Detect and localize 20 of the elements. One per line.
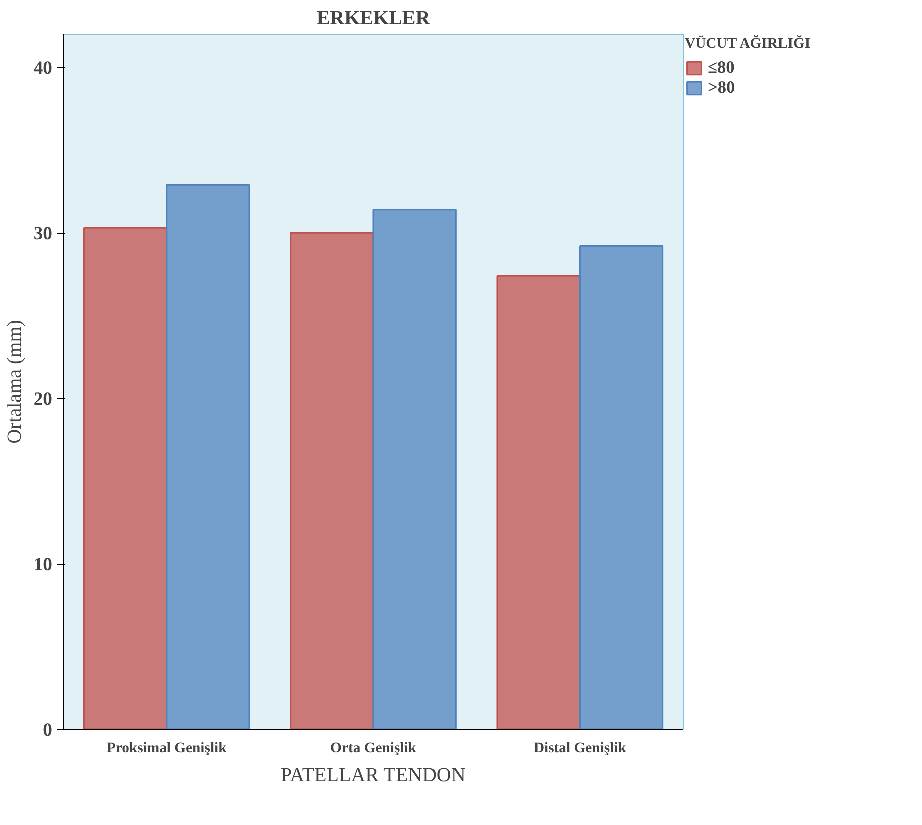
y-tick-label: 10 [34, 554, 52, 576]
bar [372, 209, 457, 730]
bar [290, 232, 374, 730]
bar [83, 227, 168, 730]
x-axis-title: PATELLAR TENDON [280, 764, 466, 786]
y-tick-label: 40 [34, 58, 52, 80]
legend-label: ≤80 [708, 58, 735, 78]
legend-title: VÜCUT AĞIRLIĞI [685, 36, 811, 53]
chart-title: ERKEKLER [316, 8, 431, 30]
y-axis-title: Ortalama (mm) [4, 320, 26, 444]
x-tick-label: Proksimal Genişlik [106, 740, 228, 756]
bar [579, 246, 664, 730]
y-tick-label: 0 [43, 720, 52, 741]
bar [166, 184, 250, 730]
legend-label: >80 [708, 78, 736, 98]
y-tick-label: 20 [34, 389, 52, 410]
bar [496, 275, 581, 730]
x-tick-label: Distal Genişlik [534, 740, 628, 756]
x-tick-label: Orta Genişlik [330, 740, 418, 756]
y-tick-label: 30 [34, 224, 52, 245]
